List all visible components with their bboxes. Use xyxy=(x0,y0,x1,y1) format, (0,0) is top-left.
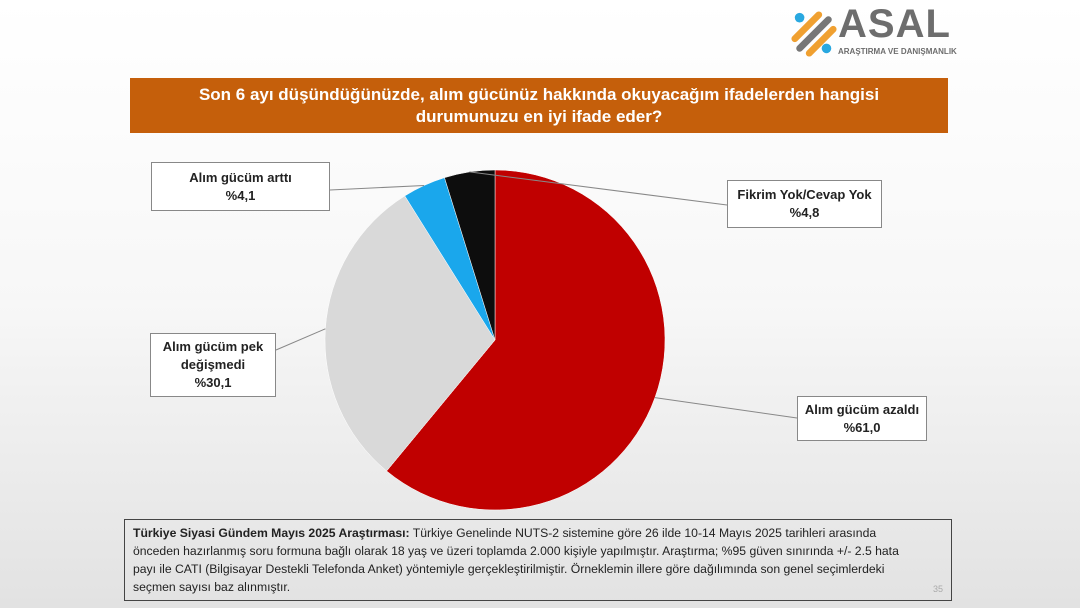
label-değişmedi: Alım gücüm pek değişmedi %30,1 xyxy=(150,333,276,397)
logo-subtitle: ARAŞTIRMA VE DANIŞMANLIK xyxy=(838,47,957,56)
methodology-text: Türkiye Siyasi Gündem Mayıs 2025 Araştır… xyxy=(133,526,899,594)
page-number: 35 xyxy=(932,584,943,594)
asal-logo xyxy=(791,11,837,57)
leader-line-0 xyxy=(654,397,798,419)
methodology-note: Türkiye Siyasi Gündem Mayıs 2025 Araştır… xyxy=(124,519,952,601)
leader-line-3 xyxy=(469,171,728,206)
label-arttı: Alım gücüm arttı %4,1 xyxy=(151,162,330,211)
leader-line-2 xyxy=(329,185,425,191)
label-azaldı: Alım gücüm azaldı %61,0 xyxy=(797,396,927,441)
logo-name: ASAL xyxy=(838,2,951,46)
label-fikrim-yok: Fikrim Yok/Cevap Yok %4,8 xyxy=(727,180,882,228)
leader-line-1 xyxy=(275,328,326,351)
chart-title: Son 6 ayı düşündüğünüzde, alım gücünüz h… xyxy=(130,78,948,133)
pie-slice-1 xyxy=(324,195,496,472)
